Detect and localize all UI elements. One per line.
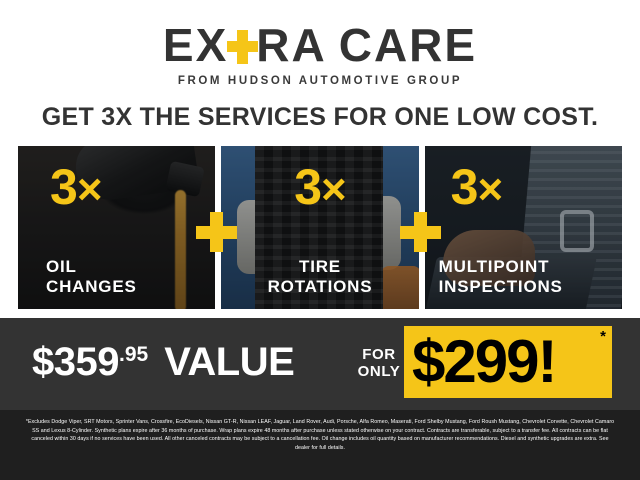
panel-label-line2: ROTATIONS: [267, 276, 373, 296]
multiplier-number: 3: [50, 159, 78, 215]
value-text: $359.95 VALUE: [32, 340, 295, 384]
mechanic-tire-photo: [221, 146, 419, 309]
price-asterisk: *: [600, 328, 606, 345]
panel-label-line2: CHANGES: [46, 276, 137, 296]
panel-label-oil: OIL CHANGES: [18, 257, 215, 297]
panel-label-multipoint: MULTIPOINT INSPECTIONS: [425, 257, 622, 297]
diagnostic-laptop-photo: [424, 146, 622, 309]
price-callout-box: $299! *: [404, 326, 612, 398]
panel-label-tire: TIRE ROTATIONS: [221, 257, 418, 297]
logo-text-care: CARE: [338, 19, 478, 71]
panel-multiplier-tire: 3×: [221, 162, 418, 212]
service-panel-multipoint-inspections: 3× MULTIPOINT INSPECTIONS: [424, 146, 622, 309]
value-dollars: 359: [53, 340, 120, 384]
fine-print-disclaimer: *Excludes Dodge Viper, SRT Motors, Sprin…: [0, 410, 640, 480]
panel-label-line2: INSPECTIONS: [438, 276, 563, 296]
screen-readout-shape: [559, 210, 594, 252]
panel-multiplier-oil: 3×: [18, 162, 215, 212]
service-panels: 3× OIL CHANGES 3× TIRE ROTATIONS: [18, 146, 622, 309]
multiplier-times-symbol: ×: [321, 165, 347, 214]
panel-label-line1: TIRE: [299, 256, 341, 276]
price-amount: $299!: [412, 328, 557, 395]
plus-connector-icon-1: [196, 212, 237, 252]
only-label: ONLY: [357, 363, 401, 381]
value-currency: $: [32, 340, 54, 384]
plus-icon: [227, 30, 259, 64]
for-label: FOR: [362, 346, 396, 363]
panel-multiplier-multipoint: 3×: [425, 162, 622, 212]
panel-label-line1: MULTIPOINT: [438, 256, 550, 276]
service-panel-tire-rotations: 3× TIRE ROTATIONS: [221, 146, 419, 309]
logo-text-ra: RA: [256, 19, 327, 71]
value-word: VALUE: [164, 340, 295, 384]
panel-label-line1: OIL: [46, 256, 77, 276]
for-only-label: FOR ONLY: [350, 346, 408, 381]
brand-logo: EX RA CARE FROM HUDSON AUTOMOTIVE GROUP: [0, 22, 640, 87]
value-cents: .95: [119, 343, 149, 366]
logo-text-ex: EX: [162, 19, 229, 71]
logo-wordmark: EX RA CARE: [163, 22, 477, 68]
multiplier-times-symbol: ×: [76, 165, 103, 214]
multiplier-number: 3: [294, 159, 322, 215]
multiplier-number: 3: [450, 159, 479, 215]
brand-tagline: FROM HUDSON AUTOMOTIVE GROUP: [177, 75, 463, 87]
oil-pouring-photo: [18, 146, 216, 309]
plus-connector-icon-2: [400, 212, 441, 252]
page-title: GET 3X THE SERVICES FOR ONE LOW COST.: [41, 103, 599, 131]
service-panel-oil-changes: 3× OIL CHANGES: [18, 146, 216, 309]
multiplier-times-symbol: ×: [477, 165, 503, 214]
